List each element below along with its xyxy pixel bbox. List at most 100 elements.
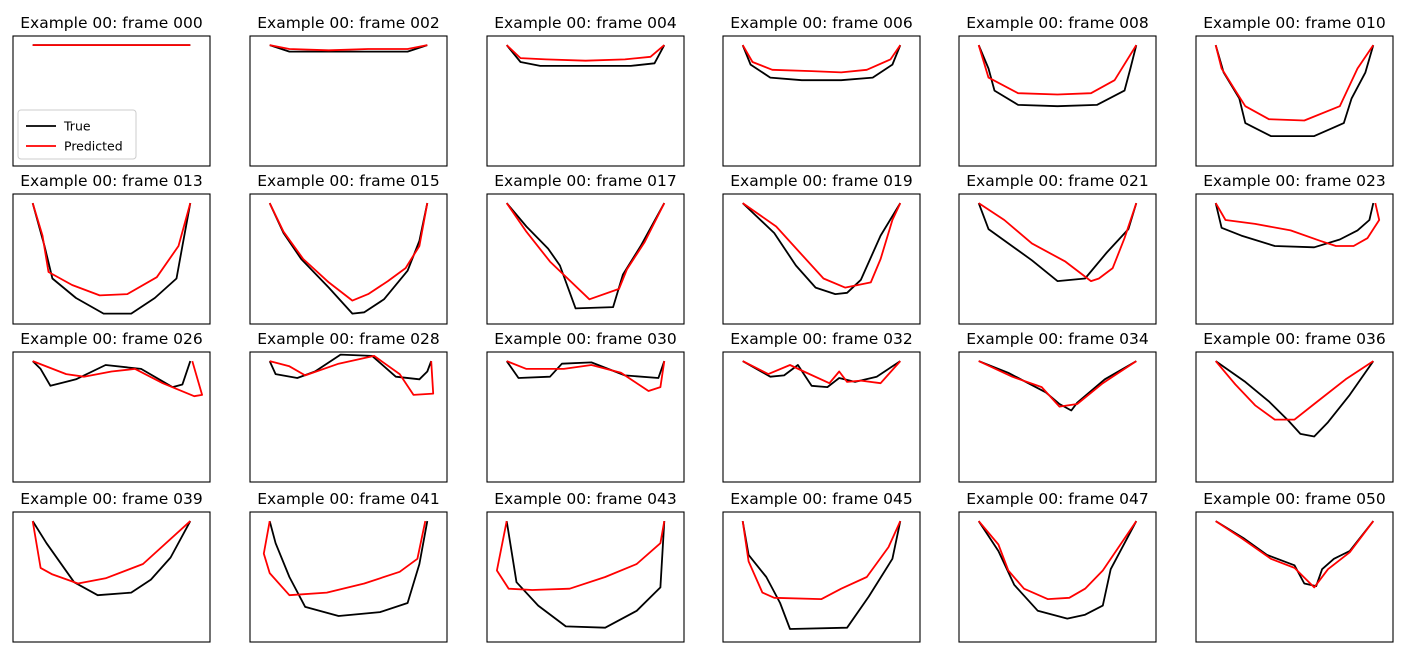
true-series-line bbox=[1215, 360, 1375, 438]
predicted-series-line bbox=[741, 44, 902, 74]
panel-title: Example 00: frame 039 bbox=[20, 490, 203, 508]
true-series-line bbox=[1214, 44, 1375, 138]
panel-frame bbox=[249, 35, 448, 167]
panel-5: Example 00: frame 010 bbox=[1195, 14, 1394, 167]
panel-frame bbox=[486, 511, 685, 643]
panel-title: Example 00: frame 006 bbox=[730, 14, 913, 32]
panel-frame bbox=[722, 511, 921, 643]
panel-title: Example 00: frame 015 bbox=[257, 172, 440, 190]
predicted-series-line bbox=[268, 202, 429, 302]
panel-frame bbox=[249, 351, 448, 483]
panel-title: Example 00: frame 004 bbox=[494, 14, 677, 32]
predicted-series-line bbox=[506, 360, 666, 392]
panel-title: Example 00: frame 026 bbox=[20, 330, 203, 348]
true-series-line bbox=[32, 360, 192, 389]
true-series-line bbox=[742, 202, 902, 296]
panel-title: Example 00: frame 041 bbox=[257, 490, 440, 508]
panel-frame bbox=[958, 351, 1157, 483]
panel-frame bbox=[249, 511, 448, 643]
panel-8: Example 00: frame 017 bbox=[486, 172, 685, 325]
panel-12: Example 00: frame 026 bbox=[12, 330, 211, 483]
panel-frame bbox=[12, 511, 211, 643]
panel-20: Example 00: frame 043 bbox=[486, 490, 685, 643]
legend-label-true: True bbox=[63, 119, 91, 134]
predicted-series-line bbox=[505, 202, 666, 301]
true-series-line bbox=[977, 44, 1138, 108]
predicted-series-line bbox=[269, 44, 428, 52]
true-series-line bbox=[741, 520, 902, 630]
panel-11: Example 00: frame 023 bbox=[1195, 172, 1394, 325]
panel-3: Example 00: frame 006 bbox=[722, 14, 921, 167]
panel-title: Example 00: frame 028 bbox=[257, 330, 440, 348]
predicted-series-line bbox=[741, 520, 902, 600]
panel-6: Example 00: frame 013 bbox=[12, 172, 211, 325]
panel-title: Example 00: frame 002 bbox=[257, 14, 440, 32]
panel-23: Example 00: frame 050 bbox=[1195, 490, 1394, 643]
predicted-series-line bbox=[1215, 360, 1374, 421]
predicted-series-line bbox=[31, 520, 191, 585]
panel-title: Example 00: frame 023 bbox=[1203, 172, 1386, 190]
panel-title: Example 00: frame 021 bbox=[966, 172, 1149, 190]
true-series-line bbox=[977, 520, 1138, 620]
panel-14: Example 00: frame 030 bbox=[486, 330, 685, 483]
predicted-series-line bbox=[1215, 520, 1375, 589]
true-series-line bbox=[31, 520, 192, 597]
true-series-line bbox=[978, 360, 1137, 412]
panel-frame bbox=[1195, 351, 1394, 483]
panel-frame bbox=[958, 511, 1157, 643]
true-series-line bbox=[506, 202, 666, 310]
panel-title: Example 00: frame 019 bbox=[730, 172, 913, 190]
predicted-series-line bbox=[977, 44, 1138, 96]
true-series-line bbox=[505, 360, 666, 379]
true-series-line bbox=[742, 360, 901, 389]
panel-15: Example 00: frame 032 bbox=[722, 330, 921, 483]
true-series-line bbox=[1214, 202, 1375, 249]
true-series-line bbox=[977, 202, 1138, 283]
panel-frame bbox=[12, 35, 211, 167]
predicted-series-line bbox=[742, 202, 902, 289]
legend-label-predicted: Predicted bbox=[64, 139, 123, 154]
predicted-series-line bbox=[262, 520, 427, 597]
panel-4: Example 00: frame 008 bbox=[958, 14, 1157, 167]
panel-22: Example 00: frame 047 bbox=[958, 490, 1157, 643]
panel-frame bbox=[12, 351, 211, 483]
panel-title: Example 00: frame 010 bbox=[1203, 14, 1386, 32]
panel-7: Example 00: frame 015 bbox=[249, 172, 448, 325]
panel-title: Example 00: frame 000 bbox=[20, 14, 203, 32]
panel-title: Example 00: frame 013 bbox=[20, 172, 203, 190]
panel-title: Example 00: frame 030 bbox=[494, 330, 677, 348]
panel-10: Example 00: frame 021 bbox=[958, 172, 1157, 325]
panel-frame bbox=[1195, 511, 1394, 643]
predicted-series-line bbox=[1214, 44, 1375, 122]
panel-9: Example 00: frame 019 bbox=[722, 172, 921, 325]
true-series-line bbox=[269, 44, 428, 53]
panel-title: Example 00: frame 032 bbox=[730, 330, 913, 348]
true-series-line bbox=[741, 44, 902, 82]
panel-title: Example 00: frame 008 bbox=[966, 14, 1149, 32]
predicted-series-line bbox=[32, 360, 204, 398]
true-series-line bbox=[1215, 520, 1375, 587]
true-series-line bbox=[31, 202, 192, 315]
predicted-series-line bbox=[31, 202, 192, 297]
panel-title: Example 00: frame 045 bbox=[730, 490, 913, 508]
legend: True Predicted bbox=[17, 109, 137, 160]
panel-21: Example 00: frame 045 bbox=[722, 490, 921, 643]
true-series-line bbox=[268, 520, 429, 617]
panel-title: Example 00: frame 017 bbox=[494, 172, 677, 190]
panel-frame bbox=[722, 351, 921, 483]
panel-0: Example 00: frame 000 True Predicted bbox=[12, 14, 211, 167]
panel-1: Example 00: frame 002 bbox=[249, 14, 448, 167]
panel-title: Example 00: frame 050 bbox=[1203, 490, 1386, 508]
predicted-series-line bbox=[506, 44, 665, 62]
panel-frame bbox=[249, 193, 448, 325]
panel-title: Example 00: frame 047 bbox=[966, 490, 1149, 508]
panel-17: Example 00: frame 036 bbox=[1195, 330, 1394, 483]
panel-title: Example 00: frame 043 bbox=[494, 490, 677, 508]
panel-16: Example 00: frame 034 bbox=[958, 330, 1157, 483]
panel-title: Example 00: frame 034 bbox=[966, 330, 1149, 348]
panel-frame bbox=[486, 193, 685, 325]
panel-frame bbox=[486, 351, 685, 483]
predicted-series-line bbox=[978, 360, 1137, 408]
predicted-series-line bbox=[978, 202, 1138, 283]
